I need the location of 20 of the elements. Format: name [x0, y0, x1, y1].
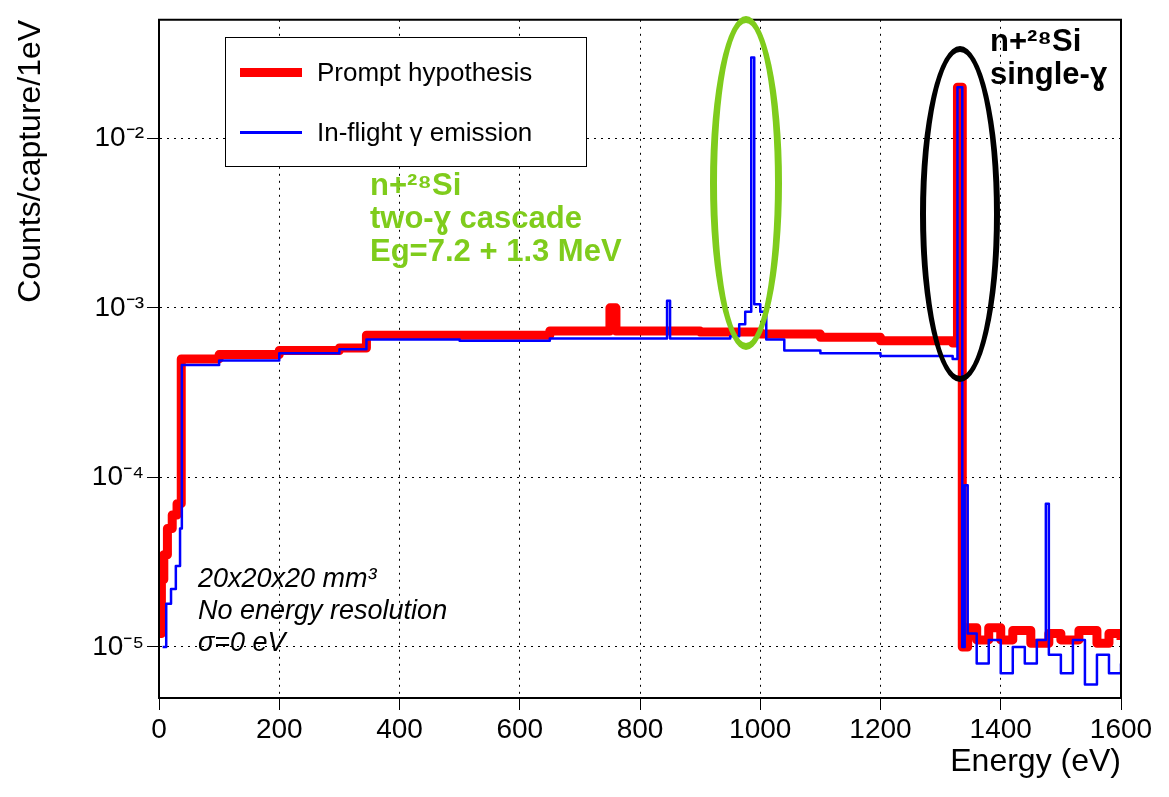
- annotation: n+²⁸Si two-ɣ cascade Eg=7.2 + 1.3 MeV: [370, 167, 622, 268]
- x-tick-label: 1200: [849, 712, 912, 744]
- x-tick-label: 200: [255, 712, 303, 744]
- y-tick-label: 10⁻³: [94, 290, 144, 322]
- x-tick-label: 400: [376, 712, 423, 744]
- x-tick-label: 1400: [969, 712, 1032, 744]
- x-tick-label: 1600: [1089, 712, 1153, 744]
- x-tick-label: 800: [616, 712, 664, 744]
- y-axis-title: Counts/capture/1eV: [11, 19, 48, 303]
- annotation: n+²⁸Si single-ɣ: [990, 23, 1108, 91]
- y-tick-label: 10⁻⁵: [92, 629, 144, 661]
- legend-label: Prompt hypothesis: [317, 56, 533, 88]
- legend-label: In-flight γ emission: [317, 116, 533, 148]
- x-tick-label: 0: [151, 712, 167, 744]
- annotation: 20x20x20 mm³ No energy resolution σ=0 eV: [198, 562, 448, 658]
- x-tick-label: 600: [496, 712, 544, 744]
- y-tick-label: 10⁻²: [94, 121, 144, 153]
- x-tick-label: 1000: [729, 712, 792, 744]
- y-tick-label: 10⁻⁴: [91, 460, 144, 492]
- x-axis-title: Energy (eV): [950, 741, 1121, 778]
